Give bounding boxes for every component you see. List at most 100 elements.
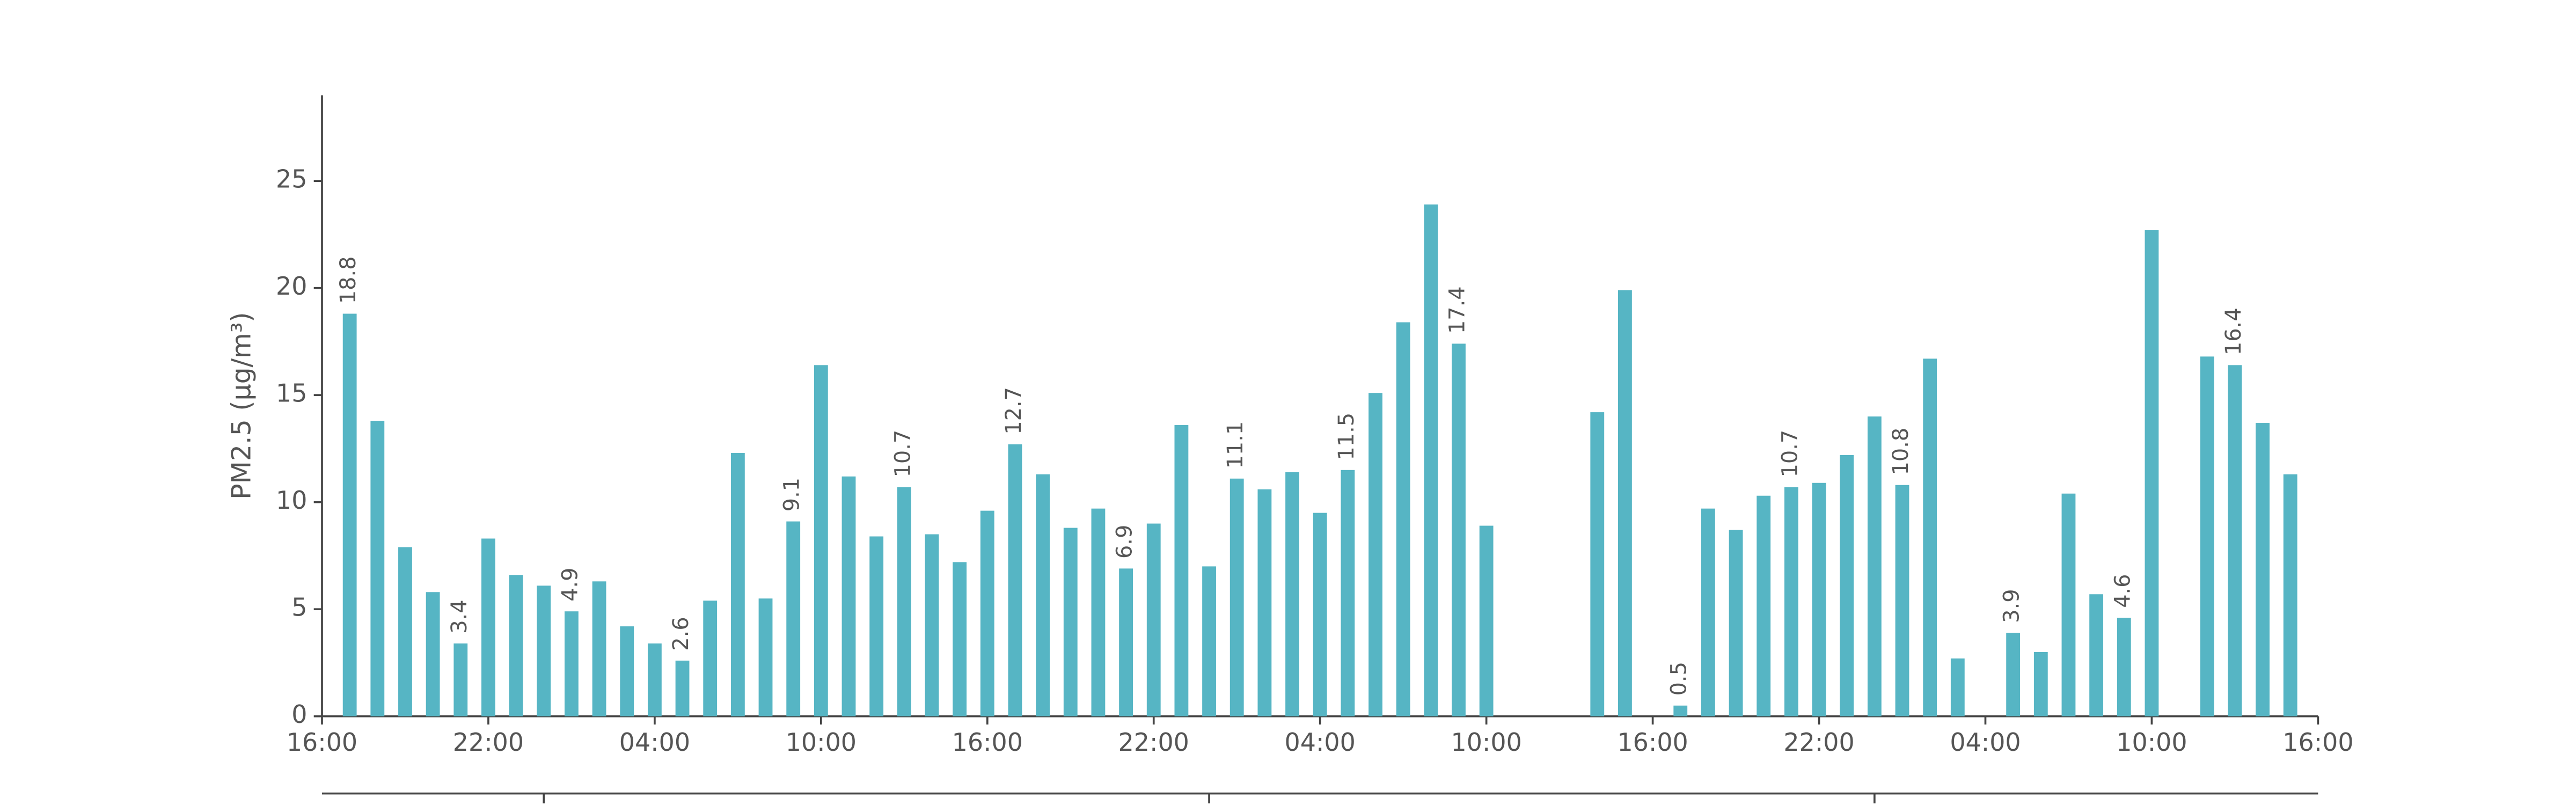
y-tick-label: 10: [276, 486, 307, 515]
bar: [2228, 365, 2242, 716]
value-label: 10.7: [1777, 430, 1802, 478]
bar: [1840, 455, 1854, 716]
x-tick-label: 10:00: [1451, 728, 1521, 757]
bar: [537, 586, 551, 716]
x-tick-label: 16:00: [287, 728, 357, 757]
value-label: 3.4: [447, 599, 472, 633]
bar: [1479, 525, 1494, 716]
x-tick-label: 22:00: [1118, 728, 1189, 757]
bar: [814, 365, 828, 716]
bar: [980, 510, 994, 716]
bar: [509, 575, 523, 716]
bar: [703, 601, 718, 716]
bar: [370, 421, 385, 716]
x-tick-label: 04:00: [1950, 728, 2021, 757]
bar: [1036, 474, 1050, 716]
bar: [1701, 508, 1715, 716]
bar: [841, 476, 856, 716]
bar: [1590, 412, 1605, 716]
x-tick-label: 16:00: [2282, 728, 2353, 757]
bar: [1867, 416, 1882, 716]
value-label: 16.4: [2221, 308, 2246, 355]
bar: [1950, 658, 1965, 716]
value-label: 10.7: [890, 430, 915, 478]
bar: [2117, 618, 2131, 716]
value-label: 2.6: [669, 617, 693, 650]
bar: [1174, 425, 1189, 716]
x-tick-label: 16:00: [952, 728, 1023, 757]
bar: [398, 547, 412, 716]
bar: [897, 487, 911, 716]
y-axis-label: PM2.5 (μg/m³): [226, 312, 257, 500]
bar: [1368, 393, 1382, 716]
value-label: 9.1: [780, 478, 804, 511]
bar: [1812, 482, 1826, 716]
bar: [1923, 358, 1937, 716]
bar: [1257, 489, 1272, 716]
bar: [2033, 652, 2048, 716]
bar: [925, 534, 939, 716]
bar: [786, 521, 801, 716]
bar: [2061, 493, 2076, 716]
x-tick-label: 10:00: [786, 728, 857, 757]
bar: [1091, 508, 1106, 716]
bar: [953, 562, 967, 716]
bar: [426, 592, 440, 716]
bar: [1452, 343, 1466, 716]
value-label: 0.5: [1667, 662, 1692, 696]
value-label: 4.9: [558, 568, 582, 602]
y-tick-label: 25: [276, 165, 307, 194]
value-label: 18.8: [336, 257, 361, 304]
x-tick-label: 22:00: [453, 728, 524, 757]
bar: [481, 538, 495, 716]
x-tick-label: 10:00: [2116, 728, 2187, 757]
bar: [2089, 594, 2104, 716]
bar: [1396, 322, 1410, 716]
x-tick-label: 16:00: [1617, 728, 1688, 757]
value-label: 11.5: [1334, 413, 1359, 460]
bar: [1285, 472, 1299, 716]
bar: [1424, 204, 1438, 716]
bar: [2200, 356, 2214, 716]
bar: [2256, 423, 2270, 716]
y-tick-label: 5: [291, 593, 307, 622]
bar: [1757, 495, 1771, 716]
bar: [675, 660, 690, 716]
bar: [592, 581, 606, 716]
x-tick-label: 22:00: [1783, 728, 1854, 757]
value-label: 12.7: [1001, 387, 1026, 435]
bar: [869, 536, 884, 716]
y-tick-label: 20: [276, 272, 307, 301]
bar: [1146, 523, 1161, 716]
bar: [647, 643, 662, 716]
bar: [1230, 478, 1244, 716]
bar: [1313, 513, 1327, 716]
bar: [2145, 230, 2159, 716]
bar: [1063, 528, 1078, 716]
bar: [1784, 487, 1798, 716]
value-label: 4.6: [2110, 574, 2135, 608]
bar: [1119, 568, 1133, 716]
bar: [1618, 290, 1632, 716]
bar: [2283, 474, 2297, 716]
x-tick-label: 04:00: [1285, 728, 1356, 757]
value-label: 6.9: [1113, 525, 1137, 559]
bar: [1008, 444, 1022, 716]
value-label: 17.4: [1445, 286, 1469, 334]
value-label: 3.9: [2000, 589, 2024, 623]
bar: [1673, 705, 1688, 716]
bar: [1895, 485, 1909, 716]
bar: [1202, 566, 1216, 716]
bar: [1341, 470, 1355, 716]
value-label: 10.8: [1889, 428, 1913, 475]
bar: [2006, 633, 2021, 716]
bar: [453, 643, 468, 716]
y-tick-label: 15: [276, 379, 307, 408]
bar: [1729, 530, 1743, 716]
bar: [342, 313, 357, 716]
value-label: 11.1: [1223, 421, 1248, 469]
bar: [620, 626, 634, 716]
bar: [730, 452, 745, 716]
